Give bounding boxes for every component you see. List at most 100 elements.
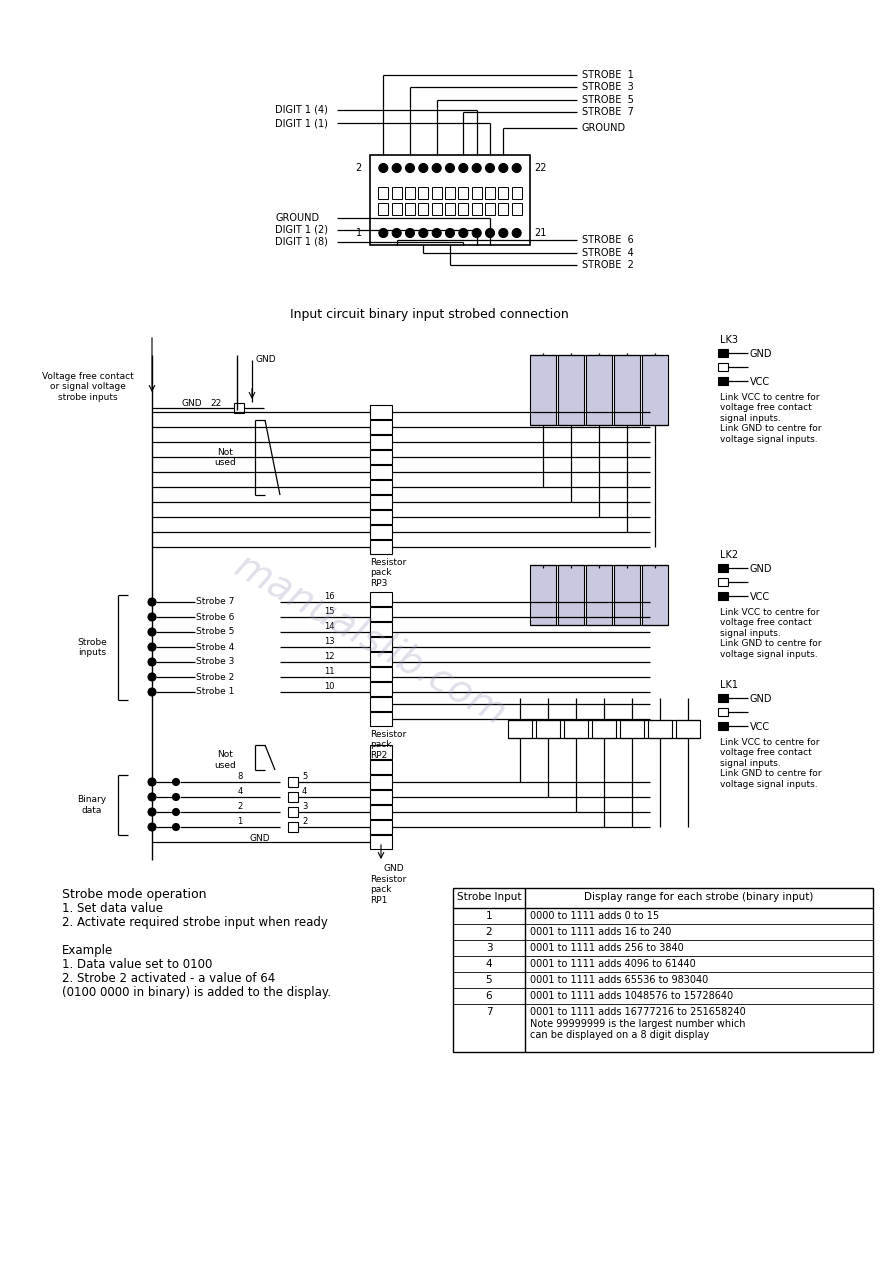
Bar xyxy=(370,510,392,524)
Text: STROBE  4: STROBE 4 xyxy=(582,248,634,258)
Text: Strobe Input: Strobe Input xyxy=(456,892,522,902)
Bar xyxy=(370,608,392,621)
Bar xyxy=(370,525,392,539)
Text: (0100 0000 in binary) is added to the display.: (0100 0000 in binary) is added to the di… xyxy=(62,986,331,999)
Bar xyxy=(370,465,392,479)
Text: Strobe 3: Strobe 3 xyxy=(196,658,234,667)
Text: 22: 22 xyxy=(211,399,222,408)
Circle shape xyxy=(405,163,414,173)
Text: Not
used: Not used xyxy=(214,750,236,769)
Bar xyxy=(718,592,728,600)
Circle shape xyxy=(459,229,468,237)
Bar xyxy=(392,187,402,200)
Text: DIGIT 1 (8): DIGIT 1 (8) xyxy=(275,237,328,248)
Text: GND: GND xyxy=(750,693,772,703)
Text: 3: 3 xyxy=(302,802,307,811)
Bar xyxy=(418,203,429,215)
Text: VCC: VCC xyxy=(750,722,770,733)
Text: Strobe 6: Strobe 6 xyxy=(196,613,234,621)
Text: manualslib.com: manualslib.com xyxy=(228,547,513,734)
Bar xyxy=(536,720,560,738)
Bar xyxy=(512,187,522,200)
Bar xyxy=(592,720,616,738)
Circle shape xyxy=(172,793,179,801)
Circle shape xyxy=(148,778,156,786)
Text: Strobe mode operation: Strobe mode operation xyxy=(62,888,206,901)
Bar xyxy=(558,565,584,625)
Bar xyxy=(370,541,392,554)
Text: 2: 2 xyxy=(238,802,243,811)
Text: 2: 2 xyxy=(355,163,362,173)
Text: STROBE  7: STROBE 7 xyxy=(582,107,634,117)
Text: STROBE  5: STROBE 5 xyxy=(582,95,634,105)
Bar xyxy=(472,187,481,200)
Text: Strobe 4: Strobe 4 xyxy=(196,643,234,652)
Bar xyxy=(458,203,468,215)
Circle shape xyxy=(513,229,522,237)
Circle shape xyxy=(432,229,441,237)
Circle shape xyxy=(379,229,388,237)
Bar xyxy=(485,203,495,215)
Text: Strobe 5: Strobe 5 xyxy=(196,628,234,637)
Bar xyxy=(370,450,392,464)
Text: STROBE  2: STROBE 2 xyxy=(582,260,634,270)
Text: LK3: LK3 xyxy=(720,335,738,345)
Text: 4: 4 xyxy=(486,959,492,969)
Circle shape xyxy=(486,229,495,237)
Text: 1: 1 xyxy=(238,817,243,826)
Bar xyxy=(288,792,298,802)
Circle shape xyxy=(446,229,455,237)
Text: 0001 to 1111 adds 65536 to 983040: 0001 to 1111 adds 65536 to 983040 xyxy=(530,975,708,985)
Text: 15: 15 xyxy=(324,608,335,616)
Text: 11: 11 xyxy=(324,667,335,676)
Circle shape xyxy=(472,229,481,237)
Bar xyxy=(614,355,640,426)
Bar xyxy=(718,722,728,730)
Text: LK2: LK2 xyxy=(720,549,739,560)
Text: 1: 1 xyxy=(356,229,362,237)
Bar xyxy=(586,355,612,426)
Bar xyxy=(370,712,392,726)
Text: 3: 3 xyxy=(486,943,492,954)
Text: GND: GND xyxy=(384,864,405,873)
Circle shape xyxy=(148,823,156,831)
Text: 0001 to 1111 adds 4096 to 61440: 0001 to 1111 adds 4096 to 61440 xyxy=(530,959,696,969)
Text: 5: 5 xyxy=(302,772,307,781)
Bar xyxy=(370,697,392,711)
Circle shape xyxy=(148,808,156,816)
Circle shape xyxy=(392,163,401,173)
Circle shape xyxy=(148,673,156,681)
Bar xyxy=(530,355,556,426)
Bar xyxy=(370,652,392,666)
Bar xyxy=(718,709,728,716)
Text: Strobe 2: Strobe 2 xyxy=(196,672,234,682)
Text: 1. Set data value: 1. Set data value xyxy=(62,902,163,914)
Bar xyxy=(718,376,728,385)
Bar xyxy=(530,565,556,625)
Text: Resistor
pack
RP2: Resistor pack RP2 xyxy=(370,730,406,760)
Text: Voltage free contact
or signal voltage
strobe inputs: Voltage free contact or signal voltage s… xyxy=(42,373,134,402)
Bar xyxy=(431,187,442,200)
Text: STROBE  3: STROBE 3 xyxy=(582,82,634,92)
Bar xyxy=(676,720,700,738)
Circle shape xyxy=(432,163,441,173)
Bar xyxy=(485,187,495,200)
Text: Link VCC to centre for
voltage free contact
signal inputs.
Link GND to centre fo: Link VCC to centre for voltage free cont… xyxy=(720,738,822,788)
Bar xyxy=(642,355,668,426)
Text: DIGIT 1 (2): DIGIT 1 (2) xyxy=(275,225,328,235)
Text: LK1: LK1 xyxy=(720,679,738,690)
Bar xyxy=(642,565,668,625)
Circle shape xyxy=(499,163,508,173)
Text: Display range for each strobe (binary input): Display range for each strobe (binary in… xyxy=(584,892,814,902)
Text: Link VCC to centre for
voltage free contact
signal inputs.
Link GND to centre fo: Link VCC to centre for voltage free cont… xyxy=(720,608,822,658)
Text: VCC: VCC xyxy=(750,376,770,386)
Bar xyxy=(370,155,530,245)
Bar xyxy=(370,789,392,805)
Bar xyxy=(370,405,392,419)
Text: STROBE  1: STROBE 1 xyxy=(582,69,634,80)
Bar xyxy=(431,203,442,215)
Bar xyxy=(512,203,522,215)
Bar xyxy=(370,434,392,450)
Text: Strobe 1: Strobe 1 xyxy=(196,687,234,696)
Text: 0001 to 1111 adds 16777216 to 251658240
Note 99999999 is the largest number whic: 0001 to 1111 adds 16777216 to 251658240 … xyxy=(530,1007,746,1041)
